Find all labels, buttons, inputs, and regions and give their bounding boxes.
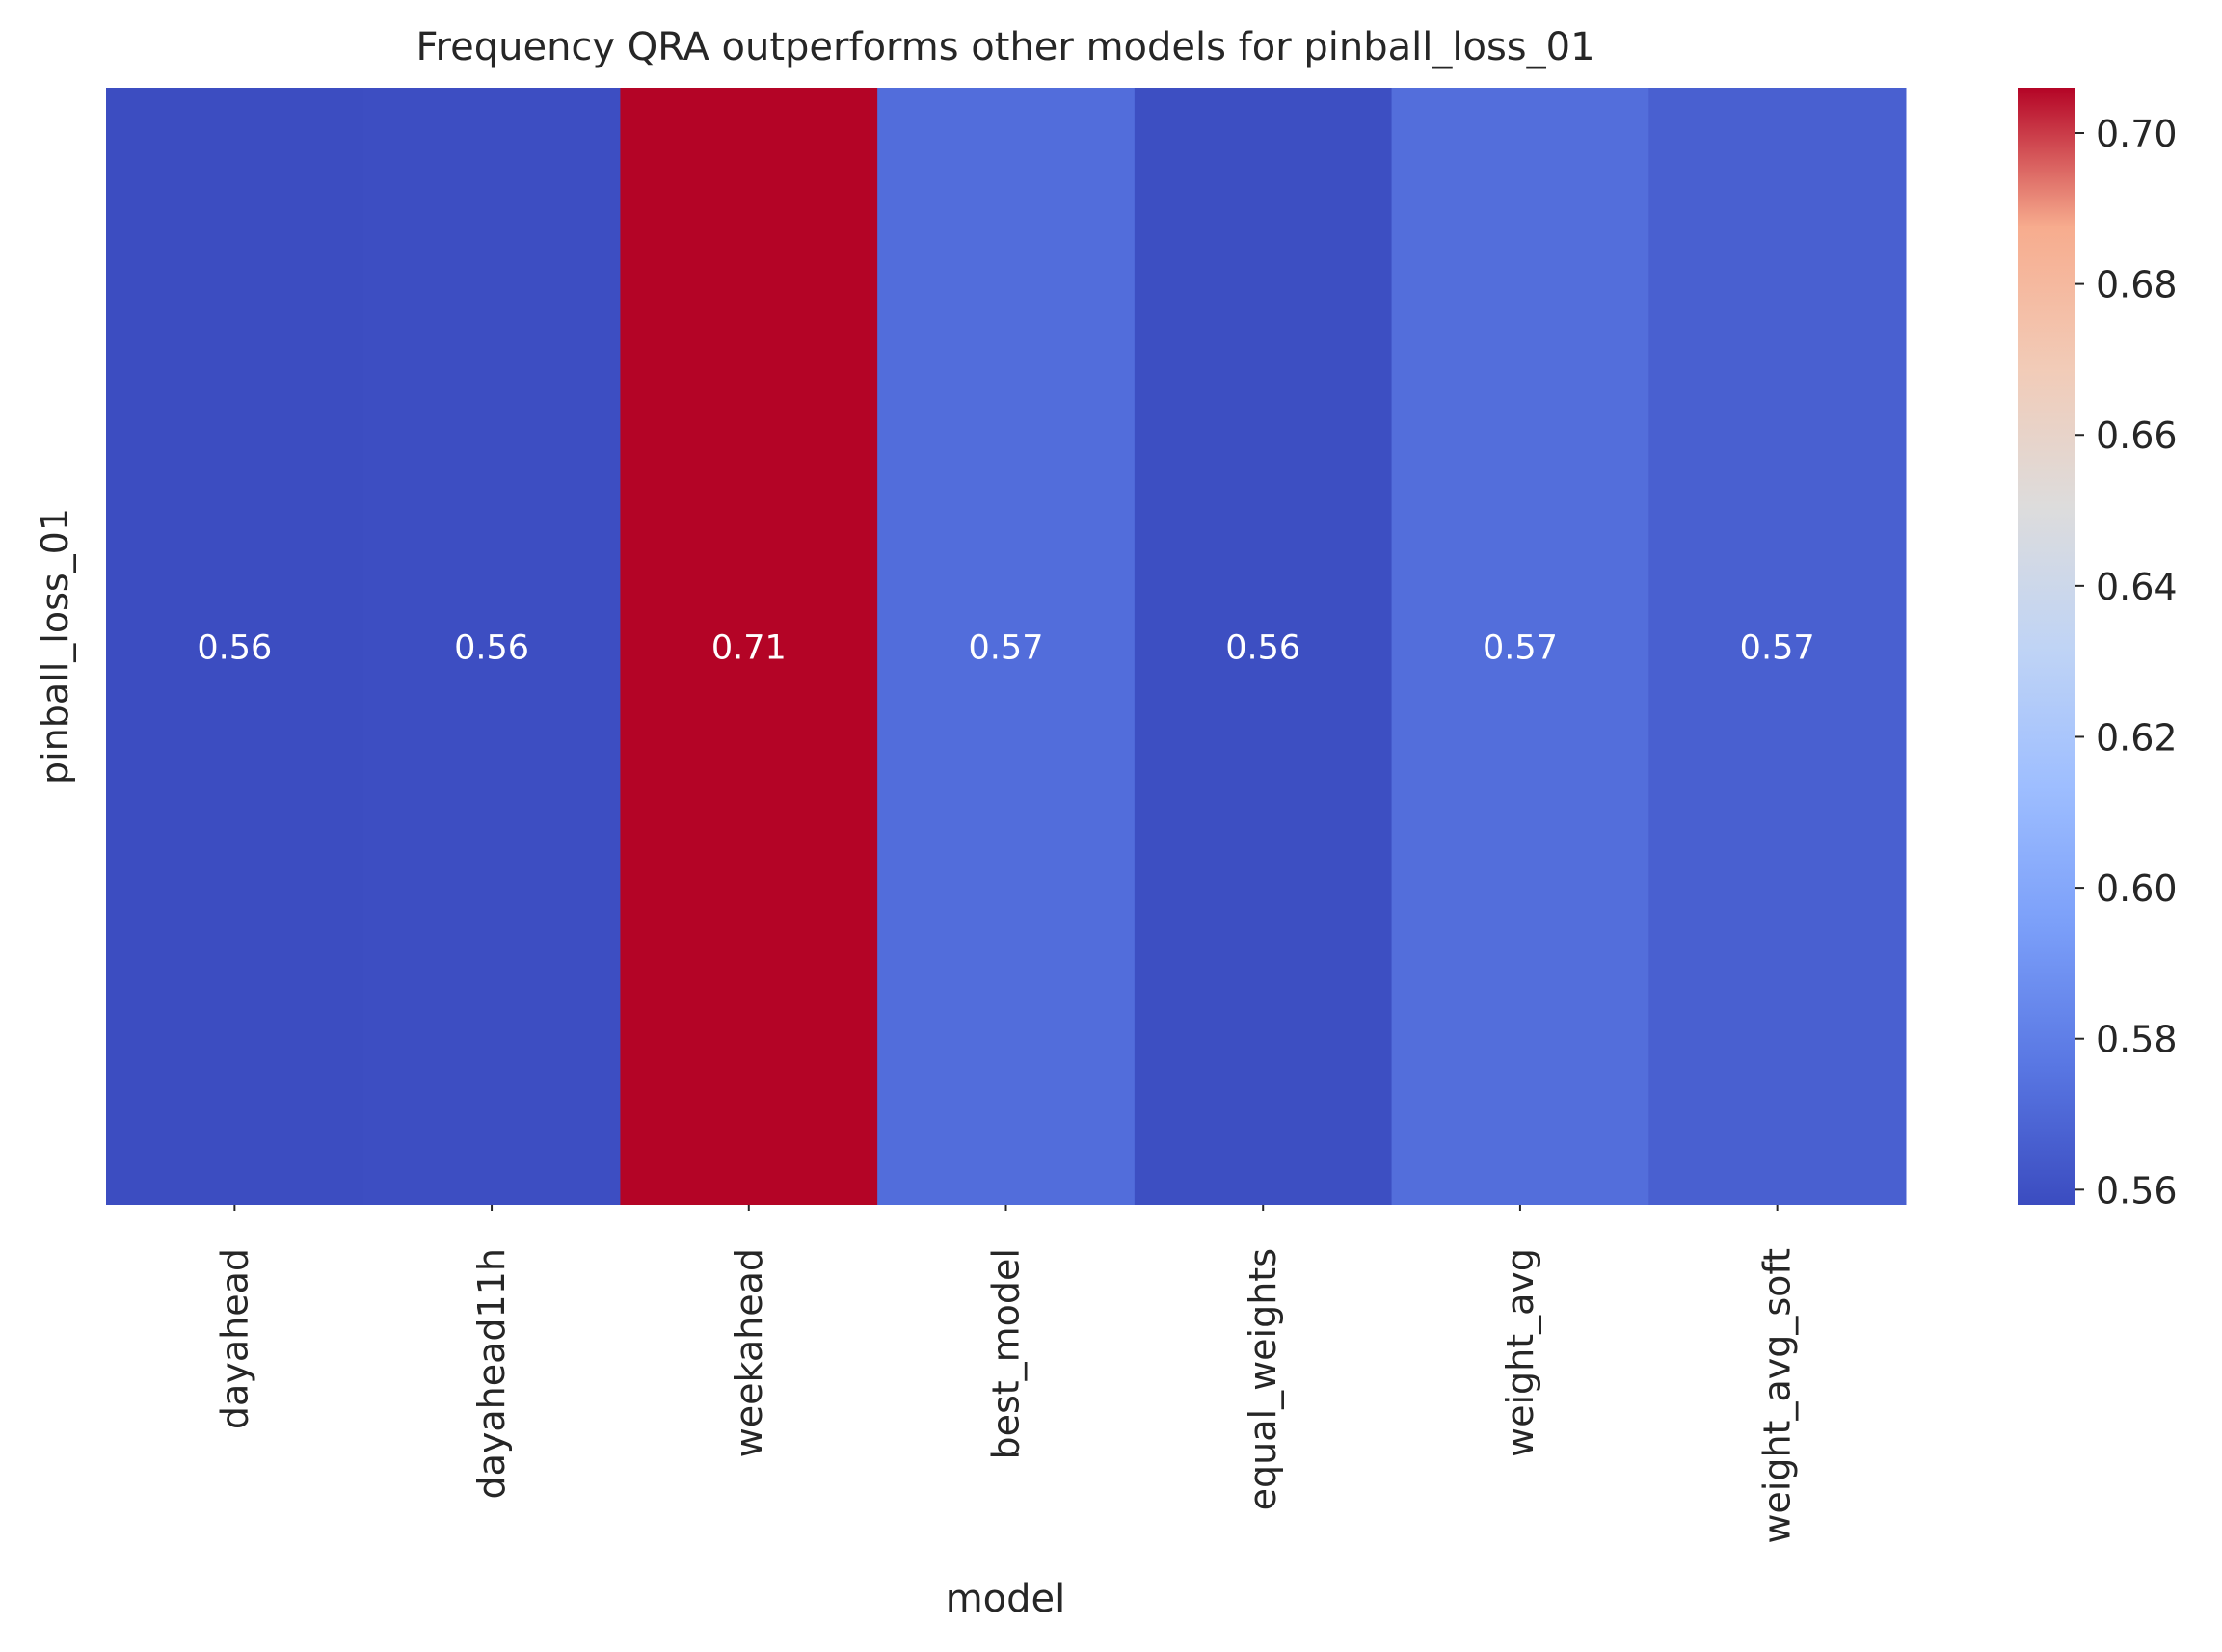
heatmap-cell — [362, 88, 621, 1205]
x-tick-label: dayahead11h — [470, 1248, 513, 1500]
heatmap-cell — [620, 88, 878, 1205]
y-tick-label: pinball_loss_01 — [34, 508, 76, 785]
x-tick-label: weekahead — [728, 1248, 770, 1457]
heatmap-cell — [1134, 88, 1393, 1205]
cell-value-label: 0.57 — [1740, 629, 1815, 668]
colorbar-tick-label: 0.58 — [2096, 1019, 2178, 1061]
heatmap-cell — [877, 88, 1136, 1205]
y-tick-labels: pinball_loss_01 — [34, 508, 76, 785]
x-tick-label: best_model — [985, 1248, 1028, 1460]
x-tick-label: equal_weights — [1242, 1248, 1284, 1510]
x-tick-label: weight_avg — [1499, 1248, 1541, 1457]
colorbar-tick-label: 0.64 — [2096, 566, 2178, 608]
cell-value-label: 0.56 — [1225, 629, 1300, 668]
cell-value-label: 0.56 — [454, 629, 529, 668]
colorbar-tick-label: 0.62 — [2096, 716, 2178, 759]
x-tick-labels: dayahead dayahead11h weekahead best_model eq… — [213, 1205, 1799, 1544]
cell-value-label: 0.57 — [969, 629, 1044, 668]
colorbar — [2018, 88, 2075, 1205]
cell-value-label: 0.71 — [711, 629, 787, 668]
cell-value-label: 0.57 — [1483, 629, 1558, 668]
chart-title: Frequency QRA outperforms other models f… — [415, 25, 1594, 69]
x-tick-label: weight_avg_soft — [1756, 1248, 1799, 1544]
cell-value-label: 0.56 — [197, 629, 272, 668]
x-axis-label: model — [946, 1577, 1066, 1621]
colorbar-tick-label: 0.66 — [2096, 414, 2178, 457]
colorbar-tick-label: 0.70 — [2096, 113, 2178, 155]
x-tick-label: dayahead — [213, 1248, 255, 1429]
heatmap-cell — [1391, 88, 1649, 1205]
colorbar-tick-label: 0.68 — [2096, 264, 2178, 306]
colorbar-tick-label: 0.56 — [2096, 1169, 2178, 1212]
heatmap-cell — [1648, 88, 1907, 1205]
colorbar-ticks: 0.56 0.58 0.60 0.62 0.64 0.66 0.68 0.70 — [2075, 113, 2178, 1212]
heatmap-cell — [106, 88, 364, 1205]
heatmap-cells: 0.56 0.56 0.71 0.57 0.56 0.57 0.57 — [106, 88, 1907, 1205]
colorbar-tick-label: 0.60 — [2096, 867, 2178, 910]
